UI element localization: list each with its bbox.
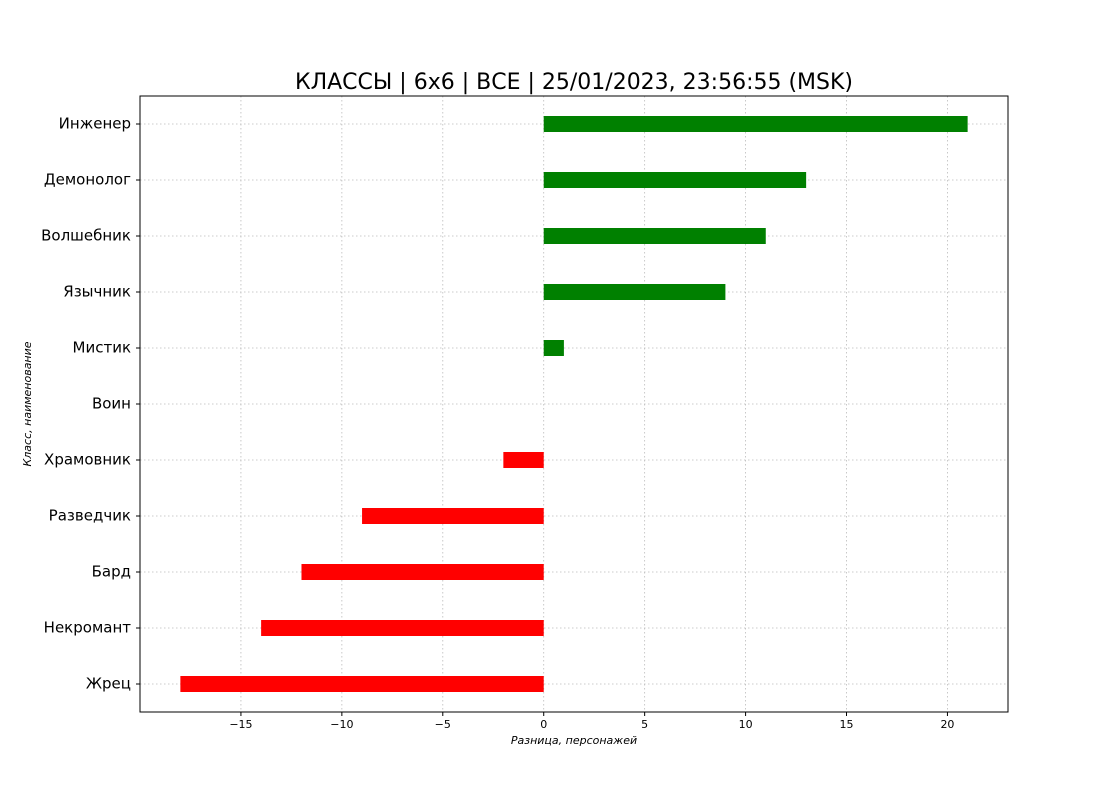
- x-tick-label: −15: [229, 718, 252, 731]
- y-tick-label: Жрец: [86, 675, 131, 693]
- bar: [543, 284, 726, 300]
- y-tick-label: Инженер: [59, 115, 131, 133]
- x-tick-label: 20: [940, 718, 954, 731]
- y-tick-label: Мистик: [73, 339, 131, 357]
- y-tick-label: Волшебник: [41, 227, 131, 245]
- y-tick-label: Разведчик: [49, 507, 131, 525]
- y-tick-label: Воин: [92, 395, 131, 413]
- y-tick-label: Язычник: [63, 283, 131, 301]
- y-tick-label: Некромант: [44, 619, 132, 637]
- y-tick-label: Храмовник: [44, 451, 131, 469]
- x-tick-label: −10: [330, 718, 353, 731]
- y-tick-label: Демонолог: [44, 171, 131, 189]
- plot-area: [140, 96, 1008, 712]
- x-axis-label: Разница, персонажей: [511, 734, 637, 747]
- bar: [543, 172, 807, 188]
- x-tick-label: 15: [840, 718, 854, 731]
- bar: [503, 452, 544, 468]
- x-tick-label: −5: [435, 718, 451, 731]
- bar: [543, 228, 766, 244]
- y-tick-label: Бард: [92, 563, 131, 581]
- bar: [301, 564, 544, 580]
- x-tick-label: 10: [739, 718, 753, 731]
- bar: [261, 620, 544, 636]
- y-axis-label: Класс, наименование: [21, 341, 34, 466]
- bar: [543, 116, 968, 132]
- bar: [362, 508, 544, 524]
- chart-title: КЛАССЫ | 6x6 | ВСЕ | 25/01/2023, 23:56:5…: [295, 70, 853, 95]
- bar: [543, 340, 564, 356]
- bar: [180, 676, 544, 692]
- x-tick-label: 5: [641, 718, 648, 731]
- x-tick-label: 0: [540, 718, 547, 731]
